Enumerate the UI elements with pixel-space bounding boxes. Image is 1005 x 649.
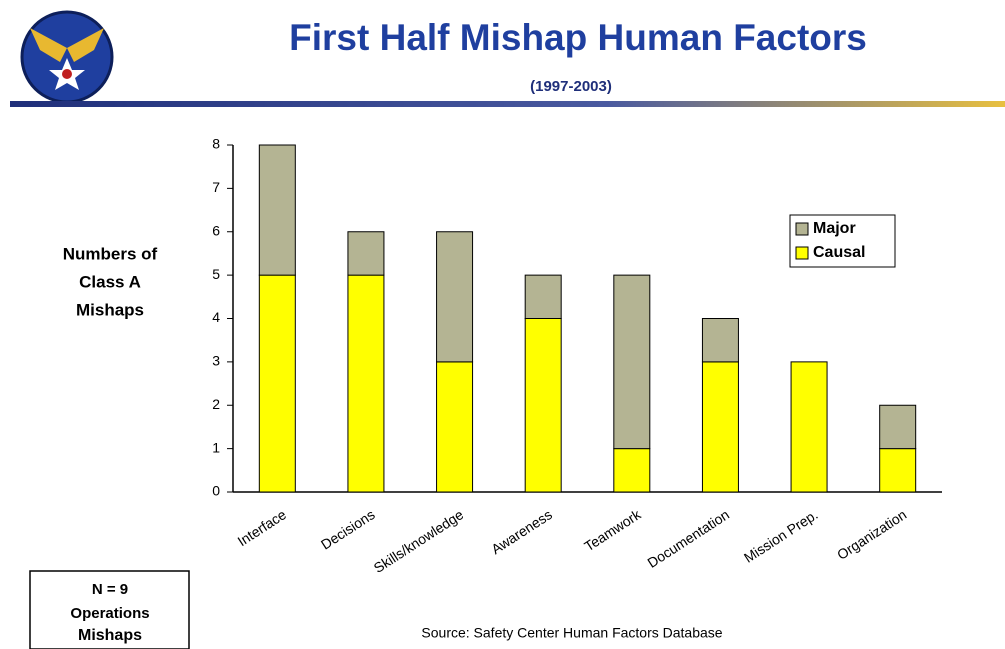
note-text: N = 9 (92, 581, 128, 598)
bar-segment (347, 231, 385, 276)
bar-segment (879, 448, 917, 493)
chart-subtitle: (1997-2003) (530, 78, 612, 95)
note-box (29, 570, 190, 649)
logo (20, 10, 114, 104)
bar-segment (701, 318, 739, 363)
note-text: Operations (70, 605, 149, 622)
bar-segment (436, 231, 474, 363)
y-axis-label: Mishaps (76, 300, 144, 319)
header-rule (10, 101, 1005, 107)
y-axis-label: Class A (79, 272, 141, 291)
note-text: Mishaps (78, 627, 142, 644)
bar-segment (258, 274, 296, 493)
bar-segment (879, 404, 917, 450)
y-tick-label: 3 (212, 353, 220, 369)
bar-segment (613, 274, 651, 450)
y-tick-label: 7 (212, 179, 220, 195)
bar-segment (436, 361, 474, 493)
bar-segment (701, 361, 739, 493)
chart-title: First Half Mishap Human Factors (289, 17, 867, 58)
bar-segment (524, 318, 562, 493)
y-tick-label: 6 (212, 222, 220, 238)
y-tick-label: 8 (212, 136, 220, 152)
bar-segment (347, 274, 385, 493)
bar-segment (790, 361, 828, 493)
y-tick-label: 1 (212, 439, 220, 455)
bar-segment (613, 448, 651, 493)
y-tick-label: 4 (212, 309, 220, 325)
bar-segment (524, 274, 562, 319)
legend-label: Major (813, 220, 856, 237)
y-tick-label: 0 (212, 483, 220, 499)
legend-label: Causal (813, 244, 865, 261)
source-text: Source: Safety Center Human Factors Data… (421, 625, 722, 641)
y-tick-label: 2 (212, 396, 220, 412)
legend-swatch (795, 222, 809, 236)
legend-swatch (795, 246, 809, 260)
bar-segment (258, 144, 296, 276)
y-tick-label: 5 (212, 266, 220, 282)
y-axis-label: Numbers of (63, 244, 158, 263)
